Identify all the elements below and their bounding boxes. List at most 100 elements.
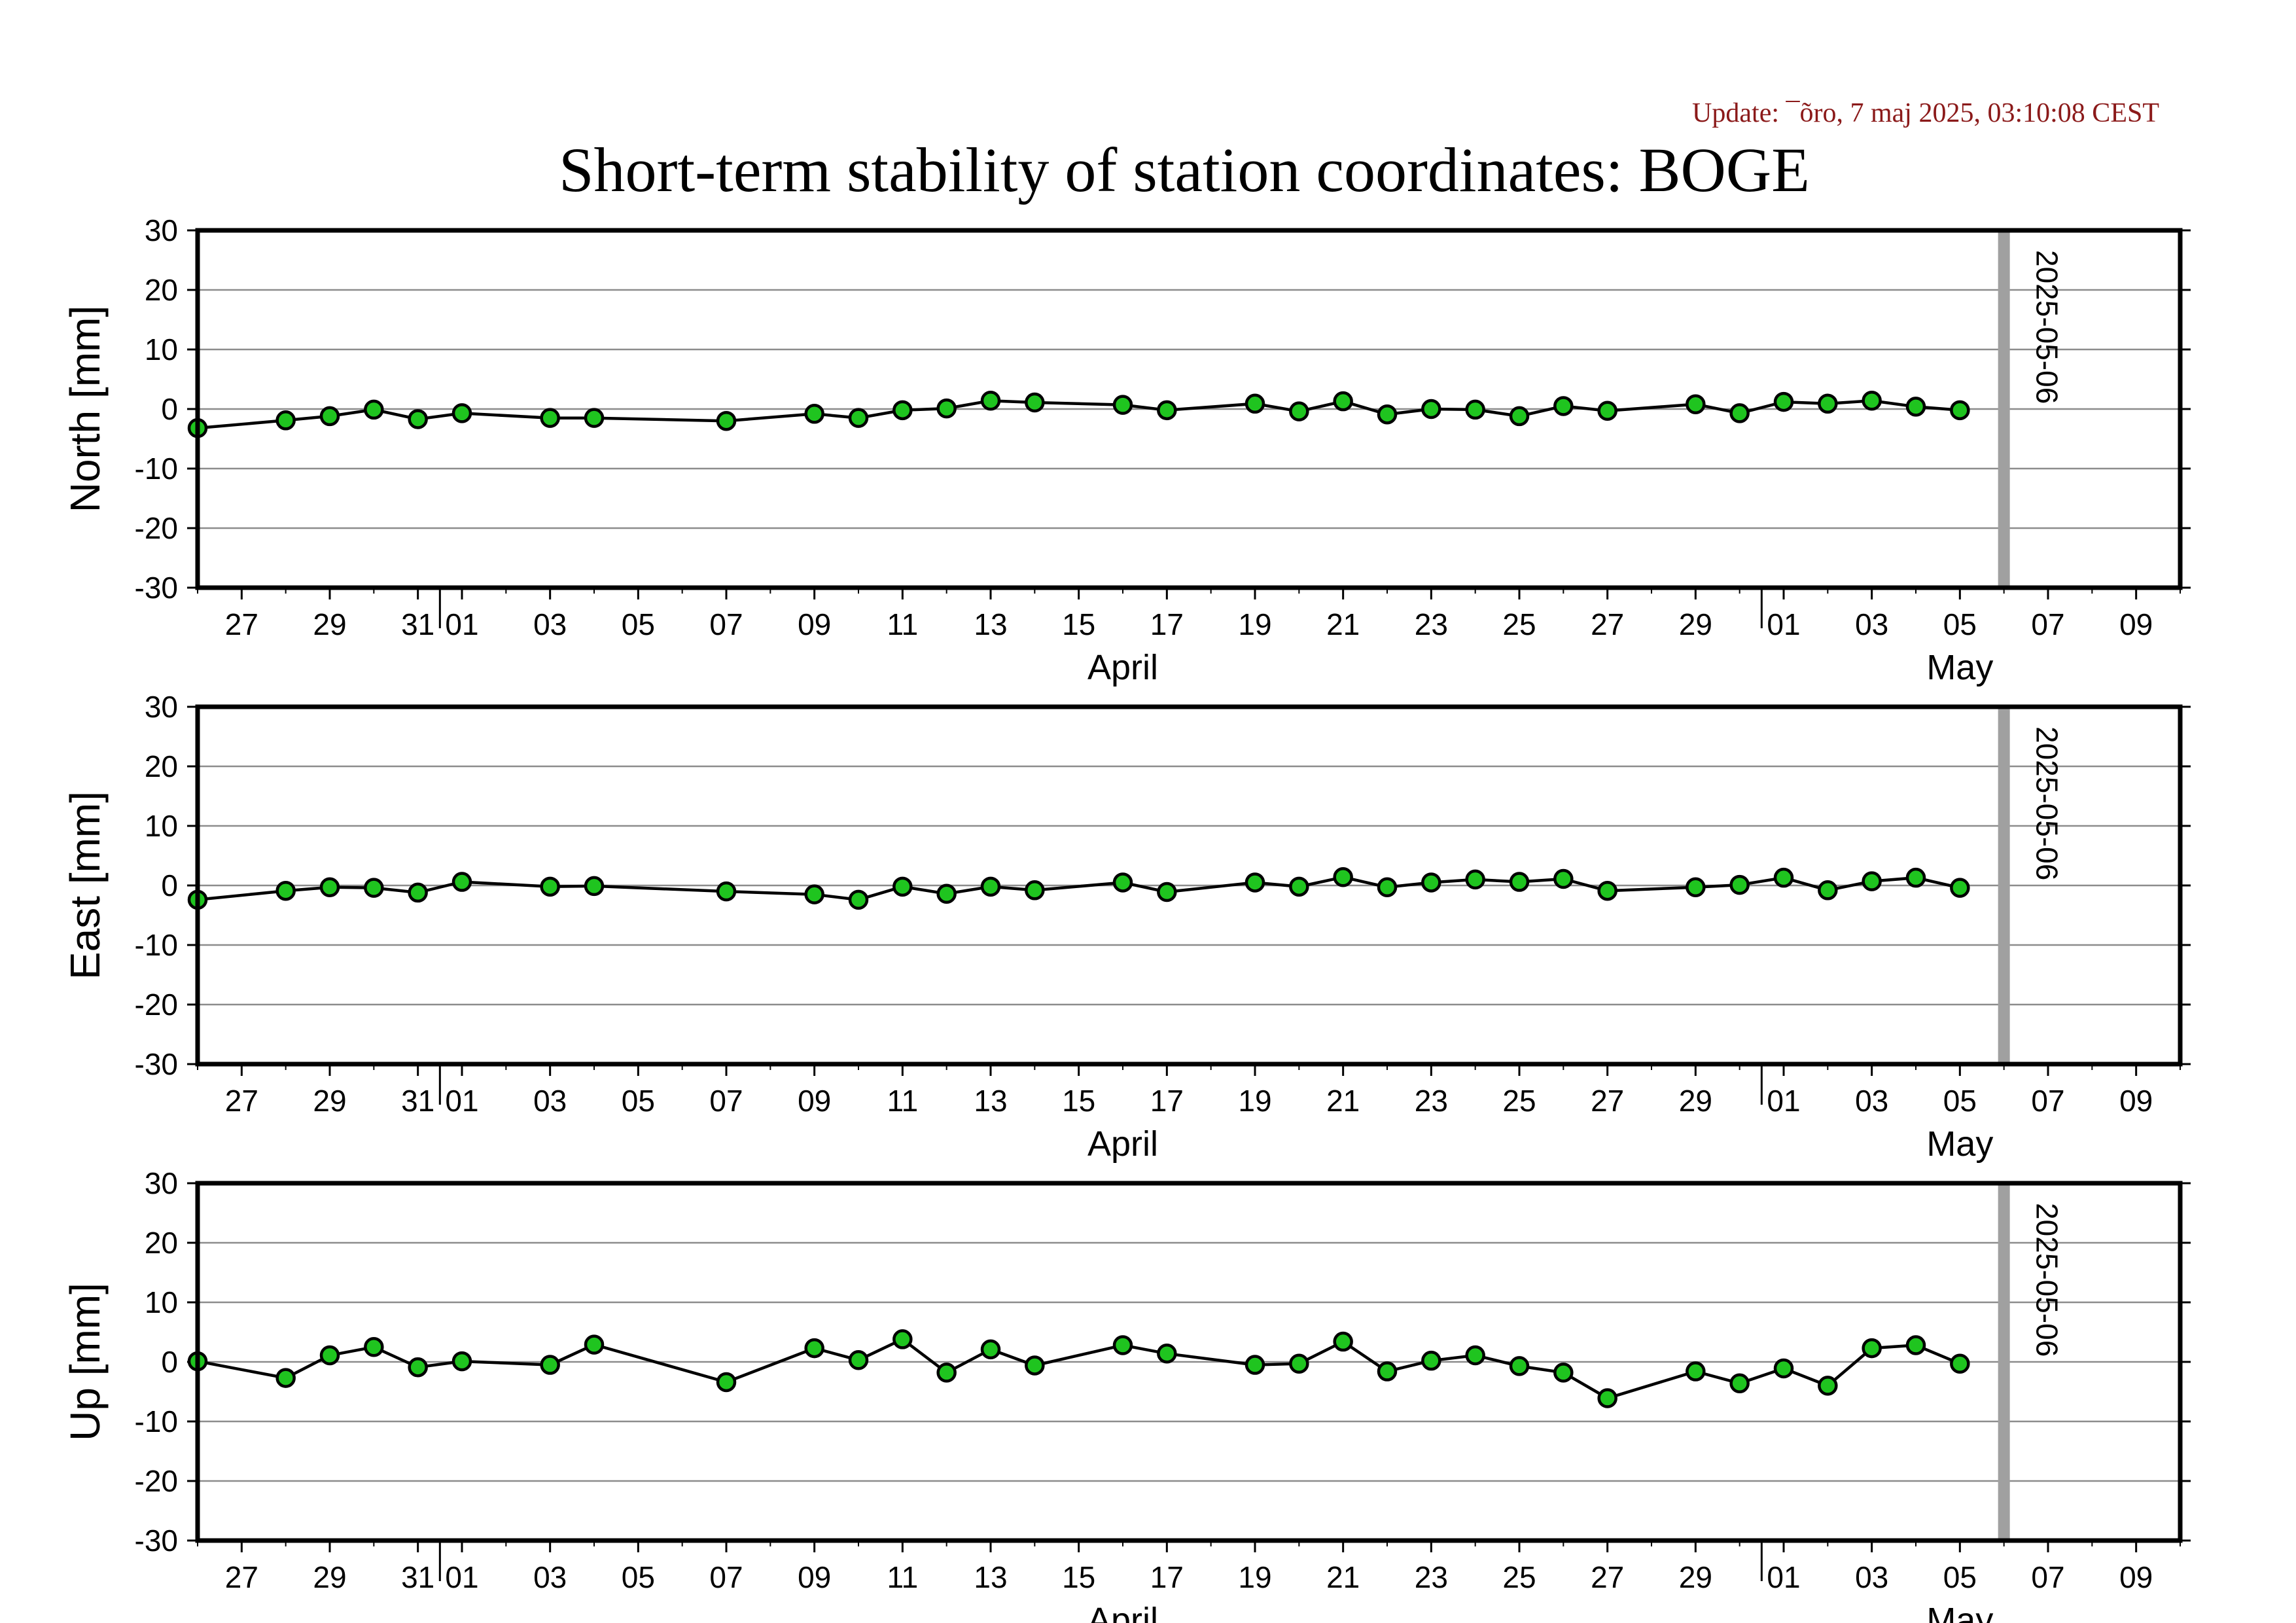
y-tick-label: 20 (145, 273, 178, 307)
data-point (1597, 401, 1617, 421)
data-point (540, 408, 560, 428)
x-tick-label: 09 (2119, 607, 2153, 641)
data-point (1509, 406, 1530, 427)
data-point (1729, 874, 1750, 895)
date-marker-label: 2025-05-06 (2030, 250, 2064, 404)
data-point (1950, 1353, 1970, 1374)
date-marker-line (1998, 707, 2010, 1064)
data-point (540, 876, 560, 897)
data-point (1950, 878, 1970, 898)
plot-frame (195, 1181, 2183, 1543)
x-tick-label: 27 (225, 607, 258, 641)
x-tick-label: 13 (974, 1560, 1007, 1594)
data-point (408, 409, 428, 429)
data-point (1862, 871, 1882, 891)
panel-2: 30 20 10 0 -10 -20 -30 East [mm] 2025-05-06 27 29 3… (62, 690, 2191, 1164)
x-tick-label: 03 (533, 607, 567, 641)
x-tick-label: 21 (1326, 1084, 1360, 1118)
data-point (1377, 1361, 1398, 1382)
data-point (1289, 401, 1309, 421)
x-tick-label: 01 (1767, 607, 1800, 641)
y-tick-label: 0 (161, 1345, 178, 1379)
y-tick-label: 30 (145, 690, 178, 724)
data-point (980, 391, 1001, 411)
data-point (1289, 876, 1309, 897)
data-point (1112, 872, 1133, 893)
x-tick-label: 29 (313, 607, 346, 641)
y-tick-label: 30 (145, 213, 178, 247)
x-tick-label: 19 (1238, 1084, 1271, 1118)
data-point (1686, 394, 1706, 414)
update-timestamp: Update: ¯õro, 7 maj 2025, 03:10:08 CEST (1692, 98, 2159, 128)
y-tick-label: -20 (135, 988, 178, 1022)
x-tick-label: 03 (533, 1560, 567, 1594)
data-point (1157, 400, 1177, 421)
x-tick-label: 27 (1591, 607, 1624, 641)
data-point (1729, 1373, 1750, 1394)
data-point (804, 404, 824, 424)
data-point (1245, 393, 1265, 414)
y-tick-label: 0 (161, 868, 178, 902)
y-tick-label: 30 (145, 1166, 178, 1200)
data-point (1597, 880, 1617, 901)
x-tick-label: 25 (1502, 1084, 1536, 1118)
data-point (1289, 1353, 1309, 1374)
x-tick-label: 05 (622, 1084, 655, 1118)
x-tick-label: 01 (1767, 1560, 1800, 1594)
x-tick-label: 09 (798, 1560, 831, 1594)
panel-1: 30 20 10 0 -10 -20 -30 North [mm] 2025-05-06 27 29… (62, 213, 2191, 687)
data-point (1112, 395, 1133, 415)
x-tick-label: 25 (1502, 607, 1536, 641)
x-tick-label: 27 (1591, 1084, 1624, 1118)
data-point (319, 406, 340, 427)
data-point (1686, 877, 1706, 897)
data-point (1862, 1338, 1882, 1359)
data-point (716, 410, 737, 431)
x-tick-label: 03 (533, 1084, 567, 1118)
data-point (1905, 1335, 1926, 1355)
x-tick-label: 27 (225, 1560, 258, 1594)
month-label: May (1926, 1124, 1993, 1164)
data-point (1686, 1361, 1706, 1382)
x-tick-label: 17 (1150, 1560, 1184, 1594)
x-tick-label: 29 (313, 1084, 346, 1118)
x-tick-label: 05 (622, 607, 655, 641)
y-tick-label: -30 (135, 1524, 178, 1558)
x-tick-label: 29 (1679, 1560, 1712, 1594)
data-point (1112, 1335, 1133, 1355)
x-tick-label: 13 (974, 1084, 1007, 1118)
data-point (1333, 1331, 1353, 1352)
data-point (1333, 867, 1353, 887)
y-tick-label: -10 (135, 452, 178, 486)
data-point (584, 1334, 605, 1355)
data-point (1465, 399, 1485, 420)
data-point (980, 1339, 1001, 1360)
x-tick-label: 23 (1415, 1084, 1448, 1118)
data-point (364, 1337, 384, 1357)
data-point (584, 408, 605, 428)
x-tick-label: 09 (798, 1084, 831, 1118)
x-tick-label: 05 (622, 1560, 655, 1594)
y-tick-label: -10 (135, 1404, 178, 1438)
x-tick-label: 11 (887, 1560, 918, 1594)
x-tick-label: 07 (2031, 1560, 2064, 1594)
x-tick-label: 07 (709, 607, 743, 641)
x-tick-label: 29 (1679, 607, 1712, 641)
data-point (1905, 397, 1926, 417)
data-point (892, 400, 913, 421)
x-tick-label: 01 (445, 1560, 478, 1594)
data-point (1553, 868, 1574, 889)
chart-title: Short-term stability of station coordina… (559, 135, 1810, 205)
data-point (540, 1355, 560, 1375)
x-tick-label: 07 (2031, 607, 2064, 641)
x-tick-label: 09 (2119, 1560, 2153, 1594)
x-tick-label: 03 (1855, 1560, 1888, 1594)
data-point (848, 889, 869, 910)
x-tick-label: 31 (401, 1560, 434, 1594)
data-point (1157, 1344, 1177, 1364)
y-axis-label: Up [mm] (62, 1283, 109, 1441)
x-tick-label: 19 (1238, 607, 1271, 641)
data-point (1773, 391, 1794, 412)
x-tick-label: 15 (1062, 607, 1095, 641)
data-point (1862, 391, 1882, 411)
